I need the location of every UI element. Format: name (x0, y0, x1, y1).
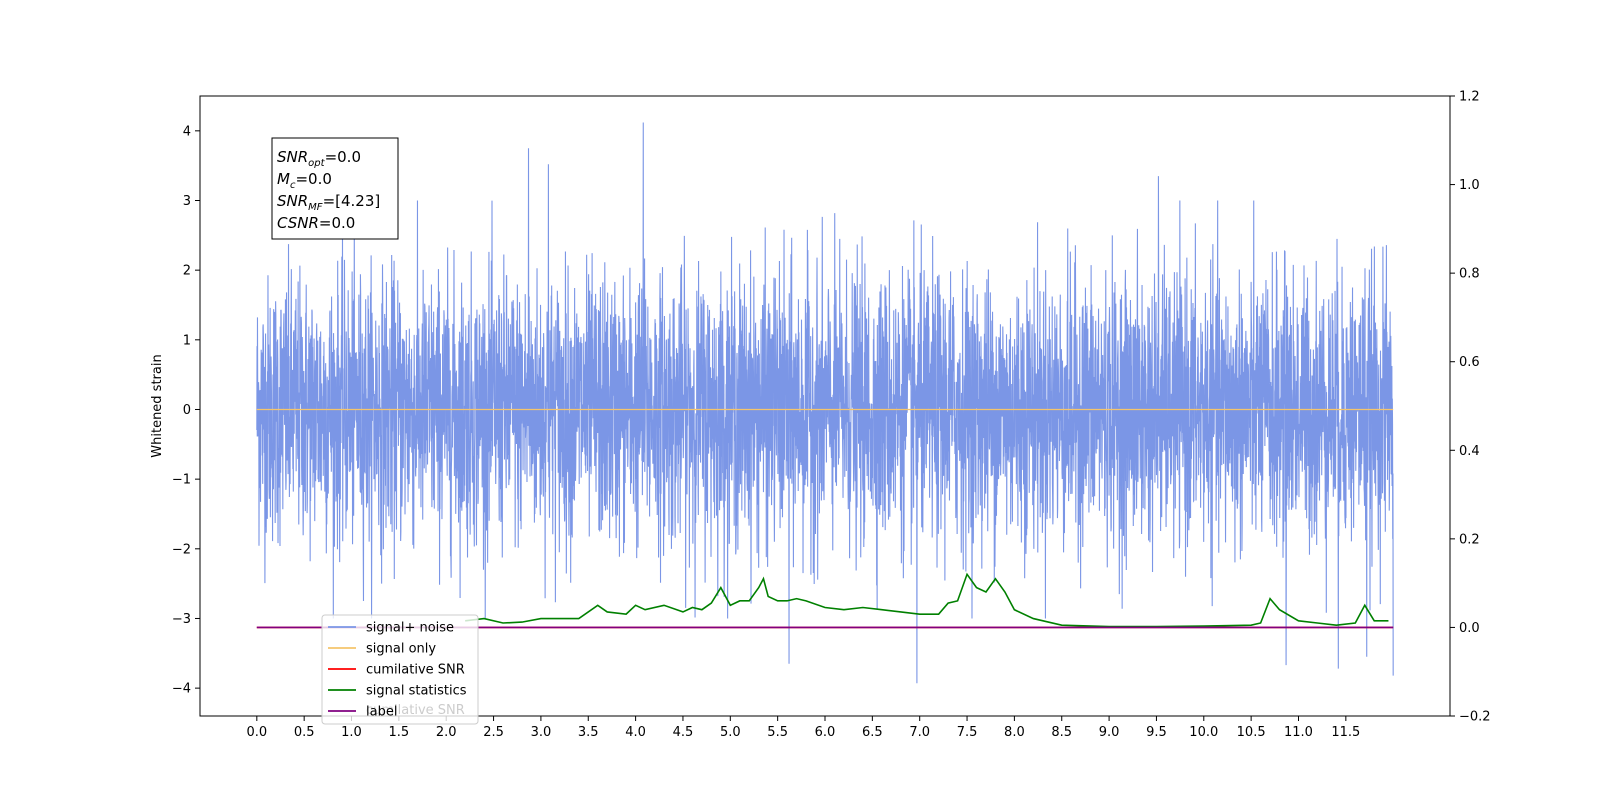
x-tick-label: 8.5 (1051, 725, 1072, 740)
annotation-line: CSNR=0.0 (277, 214, 355, 232)
right-y-tick-label: 0.0 (1459, 621, 1480, 636)
x-axis-ticks: 0.0 0.5 1.0 1.5 2.0 2.5 3.0 3.5 4.0 4.5 5.0 5.5 6.0 6… (246, 716, 1360, 740)
x-tick-label: 2.0 (436, 725, 457, 740)
x-tick-label: 9.0 (1099, 725, 1120, 740)
x-tick-label: 4.0 (625, 725, 646, 740)
left-y-tick-label: −2 (172, 542, 191, 557)
x-tick-label: 1.0 (341, 725, 362, 740)
x-tick-label: 10.0 (1189, 725, 1218, 740)
x-tick-label: 5.5 (767, 725, 788, 740)
left-y-tick-label: −3 (172, 612, 191, 627)
legend-label: signal+ noise (366, 621, 454, 636)
x-tick-label: 3.0 (531, 725, 552, 740)
left-y-tick-label: 2 (183, 264, 191, 279)
left-y-tick-label: −1 (172, 473, 191, 488)
x-tick-label: 8.0 (1004, 725, 1025, 740)
annotation-frame (271, 137, 399, 240)
x-tick-label: 10.5 (1237, 725, 1266, 740)
left-y-axis-label: Whitened strain (150, 354, 165, 457)
right-y-tick-label: 1.2 (1459, 90, 1480, 105)
right-y-tick-label: 1.0 (1459, 178, 1480, 193)
left-y-axis-ticks: 4 3 2 1 0 −1 −2 −3 −4 (172, 124, 200, 697)
x-tick-label: 1.5 (389, 725, 410, 740)
legend-label: signal only (366, 642, 436, 657)
left-y-tick-label: 3 (183, 194, 191, 209)
x-tick-label: 5.0 (720, 725, 741, 740)
x-tick-label: 2.5 (483, 725, 504, 740)
x-tick-label: 11.5 (1331, 725, 1360, 740)
x-tick-label: 0.0 (246, 725, 267, 740)
right-y-tick-label: 0.6 (1459, 355, 1480, 370)
right-y-tick-label: 0.4 (1459, 444, 1480, 459)
x-tick-label: 6.5 (862, 725, 883, 740)
left-y-tick-label: 0 (183, 403, 191, 418)
signal-noise-line (256, 122, 1394, 684)
annotation-line: SNRopt=0.0 (277, 148, 361, 169)
legend-label: label (366, 705, 397, 720)
x-tick-label: 4.5 (673, 725, 694, 740)
right-y-tick-label: 0.8 (1459, 267, 1480, 282)
x-tick-label: 11.0 (1284, 725, 1313, 740)
right-y-tick-label: −0.2 (1459, 710, 1491, 725)
annotation-line: Mc=0.0 (277, 170, 332, 191)
x-tick-label: 7.0 (909, 725, 930, 740)
legend-frame (321, 614, 479, 725)
legend: cumilative SNR signal+ noise signal only cu… (321, 614, 479, 725)
x-tick-label: 0.5 (294, 725, 315, 740)
left-y-tick-label: 1 (183, 333, 191, 348)
left-y-tick-label: 4 (183, 124, 191, 139)
left-y-tick-label: −4 (172, 682, 191, 697)
legend-ghost-text: cumilative SNR (366, 703, 465, 718)
right-y-tick-label: 0.2 (1459, 532, 1480, 547)
legend-label: signal statistics (366, 684, 467, 699)
signal-statistics-line (465, 572, 1389, 628)
x-tick-label: 6.0 (815, 725, 836, 740)
annotation-line: SNRMF=[4.23] (277, 192, 380, 213)
signal-noise-series (256, 122, 1394, 684)
right-y-axis-ticks: 1.2 1.0 0.8 0.6 0.4 0.2 0.0 −0.2 (1450, 90, 1491, 725)
x-tick-label: 3.5 (578, 725, 599, 740)
x-tick-label: 9.5 (1146, 725, 1167, 740)
x-tick-label: 7.5 (957, 725, 978, 740)
legend-label: cumilative SNR (366, 663, 465, 678)
